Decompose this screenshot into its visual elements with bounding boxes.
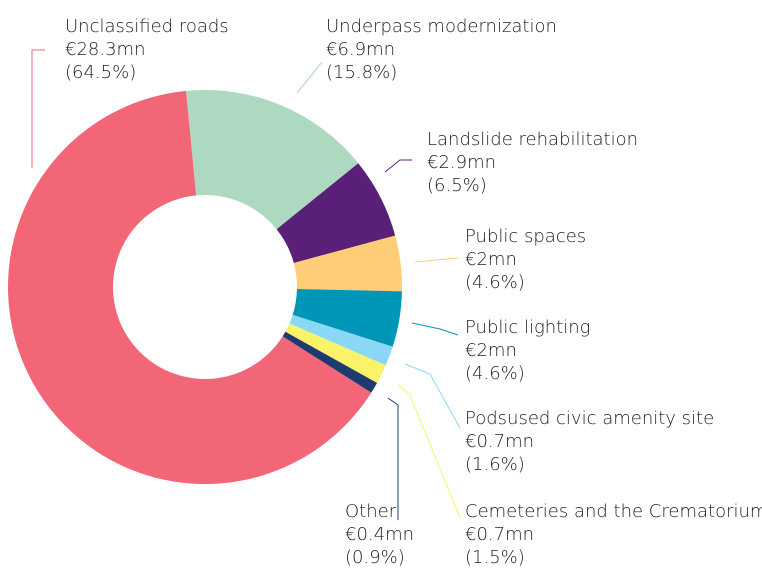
- leader-line: [414, 257, 459, 263]
- donut-slice: [292, 289, 402, 347]
- slice-label: Public spaces: [465, 226, 586, 247]
- slice-label: Unclassified roads: [65, 16, 229, 37]
- slice-label: Landslide rehabilitation: [427, 129, 638, 150]
- value-label: €2mn: [465, 249, 517, 270]
- leader-line: [31, 49, 45, 168]
- donut-slice: [186, 90, 359, 230]
- value-label: €0.4mn: [345, 524, 414, 545]
- percentage-label: (0.9%): [345, 547, 405, 568]
- donut-slice: [282, 331, 378, 393]
- percentage-label: (4.6%): [465, 363, 525, 384]
- percentage-label: (64.5%): [65, 62, 136, 83]
- value-label: €28.3mn: [65, 39, 145, 60]
- value-label: €6.9mn: [326, 39, 395, 60]
- leader-line: [404, 363, 461, 429]
- value-label: €2mn: [465, 340, 517, 361]
- donut-slice: [285, 323, 386, 383]
- donut-slice: [276, 163, 396, 263]
- leader-line: [384, 159, 412, 173]
- value-label: €0.7mn: [465, 524, 534, 545]
- leader-line: [296, 61, 323, 94]
- donut-slice: [289, 314, 393, 366]
- percentage-label: (15.8%): [326, 62, 397, 83]
- donut-slice: [7, 90, 372, 484]
- leader-line: [387, 397, 399, 520]
- slice-label: Public lighting: [465, 317, 590, 338]
- value-label: €2.9mn: [427, 152, 496, 173]
- percentage-label: (1.6%): [465, 454, 525, 475]
- percentage-label: (4.6%): [465, 272, 525, 293]
- leader-line: [397, 384, 461, 519]
- slice-label: Underpass modernization: [326, 16, 557, 37]
- value-label: €0.7mn: [465, 431, 534, 452]
- leader-line: [411, 322, 459, 336]
- slice-label: Podsused civic amenity site: [465, 408, 714, 429]
- percentage-label: (6.5%): [427, 175, 487, 196]
- donut-slice: [293, 235, 402, 292]
- slice-label: Cemeteries and the Crematorium: [465, 501, 762, 522]
- slice-label: Other: [345, 501, 397, 522]
- percentage-label: (1.5%): [465, 547, 525, 568]
